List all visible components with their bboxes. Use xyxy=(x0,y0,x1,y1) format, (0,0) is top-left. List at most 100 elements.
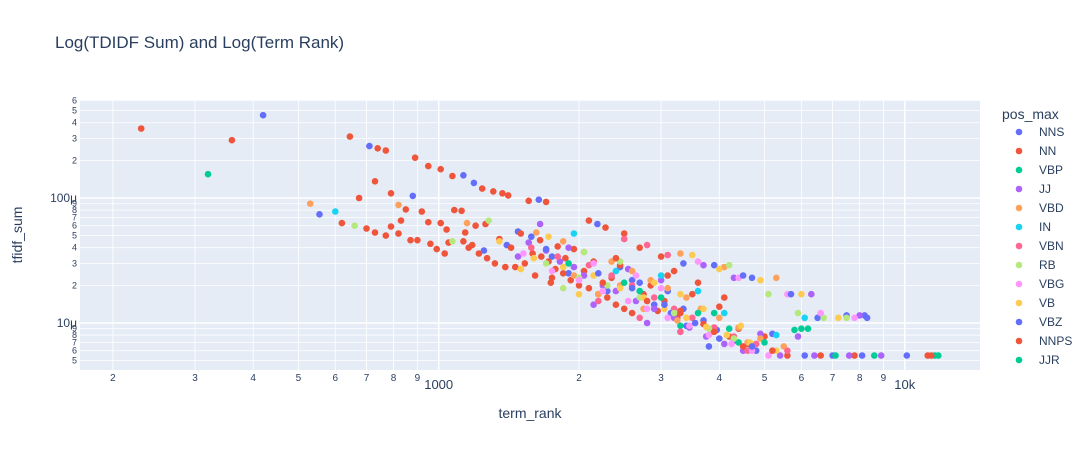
data-point-nn xyxy=(460,238,467,245)
data-point-in xyxy=(657,272,665,279)
data-point-nn xyxy=(567,276,574,284)
data-point-vbz xyxy=(863,314,871,322)
legend-label: VB xyxy=(1039,296,1055,310)
data-point-vb xyxy=(835,314,842,322)
y-tick-label: 6 xyxy=(72,346,77,356)
x-tick-label: 6 xyxy=(333,373,339,384)
legend-item-vbg[interactable]: VBG xyxy=(1015,277,1065,291)
data-point-vb xyxy=(530,254,538,262)
data-point-nn xyxy=(628,309,636,317)
data-point-vbn xyxy=(650,294,658,301)
data-point-rb xyxy=(449,238,456,245)
legend-item-nn[interactable]: NN xyxy=(1015,144,1057,158)
data-point-vbg xyxy=(851,314,858,322)
legend-label: IN xyxy=(1039,220,1051,234)
legend-item-vb[interactable]: VB xyxy=(1015,296,1055,310)
data-point-jjr xyxy=(565,260,572,267)
data-point-nns xyxy=(259,111,267,119)
data-point-nns xyxy=(594,220,601,228)
data-point-vbp xyxy=(798,325,805,333)
legend-item-vbp[interactable]: VBP xyxy=(1015,163,1063,177)
data-point-nns xyxy=(535,196,543,203)
x-tick-label: 7 xyxy=(830,373,836,384)
data-point-jj xyxy=(757,330,764,338)
data-point-nn xyxy=(425,162,432,170)
data-point-vbg xyxy=(590,260,597,267)
legend-item-jj[interactable]: JJ xyxy=(1015,182,1051,196)
y-tick-label: 7 xyxy=(72,337,77,347)
legend-item-nnps[interactable]: NNPS xyxy=(1015,334,1073,348)
legend-item-nns[interactable]: NNS xyxy=(1015,125,1065,139)
data-point-nns xyxy=(710,261,718,269)
data-point-vbp xyxy=(791,326,798,334)
data-point-vbn xyxy=(689,314,696,322)
data-point-nn xyxy=(433,245,441,253)
data-point-nn xyxy=(604,294,611,301)
data-point-nn xyxy=(575,282,583,289)
data-point-nnps xyxy=(769,347,776,355)
data-point-vb xyxy=(517,265,525,273)
y-tick-label: 4 xyxy=(72,118,77,128)
data-point-nn xyxy=(657,253,665,260)
legend-item-in[interactable]: IN xyxy=(1015,220,1051,234)
data-point-vb xyxy=(689,251,696,259)
legend-label: NN xyxy=(1039,144,1056,158)
x-tick-label: 3 xyxy=(658,373,664,384)
data-point-nn xyxy=(418,208,426,215)
data-point-vbz xyxy=(628,284,636,292)
legend-marker xyxy=(1015,318,1023,326)
y-tick-label: 3 xyxy=(72,258,77,268)
data-point-jjr xyxy=(725,325,733,333)
legend-item-vbn[interactable]: VBN xyxy=(1015,239,1064,253)
data-point-vbn xyxy=(664,251,671,259)
data-point-nn xyxy=(620,230,628,237)
data-point-jj xyxy=(514,253,522,260)
data-point-nns xyxy=(636,279,643,287)
data-point-rb xyxy=(765,290,772,298)
data-point-nn xyxy=(721,294,728,301)
data-point-nns xyxy=(903,352,911,359)
data-point-jj xyxy=(580,272,588,279)
legend[interactable]: pos_max NNS NN VBP JJ VBD IN VBN RB VBG VB VBZ NNPS… xyxy=(1002,106,1072,367)
legend-label: VBP xyxy=(1039,163,1063,177)
data-point-nn xyxy=(407,236,414,244)
data-point-jj xyxy=(700,261,707,269)
data-point-nns xyxy=(858,352,866,359)
y-tick-label: 6 xyxy=(72,96,77,106)
y-tick-label: 8 xyxy=(72,330,77,340)
chart-title: Log(TDIDF Sum) and Log(Term Rank) xyxy=(55,33,345,52)
y-tick-label: 9 xyxy=(72,324,77,334)
data-point-vb xyxy=(683,314,690,322)
data-point-in xyxy=(721,309,728,317)
legend-item-vbd[interactable]: VBD xyxy=(1015,201,1064,215)
data-point-jj xyxy=(776,352,784,359)
data-point-jj xyxy=(730,274,738,282)
data-point-vb xyxy=(716,265,723,273)
data-point-nn xyxy=(382,147,390,154)
data-point-nns xyxy=(801,352,808,359)
data-point-nn xyxy=(716,303,723,311)
data-point-vbz xyxy=(542,245,550,253)
data-point-jj xyxy=(650,305,658,313)
data-point-nn xyxy=(559,270,567,277)
data-point-jj xyxy=(657,276,665,284)
data-point-in xyxy=(570,230,578,237)
data-point-nn xyxy=(521,260,529,267)
data-point-vbn xyxy=(784,347,791,355)
legend-item-vbz[interactable]: VBZ xyxy=(1015,315,1063,329)
data-point-rb xyxy=(820,314,827,322)
data-point-rb xyxy=(725,261,733,269)
x-tick-label: 8 xyxy=(391,373,397,384)
y-tick-label: 8 xyxy=(72,205,77,215)
x-tick-label: 10k xyxy=(894,377,915,392)
data-point-vbz xyxy=(739,272,747,279)
data-point-nn xyxy=(475,250,483,257)
legend-item-jjr[interactable]: JJR xyxy=(1015,353,1060,367)
data-point-nns xyxy=(705,343,713,350)
legend-item-rb[interactable]: RB xyxy=(1015,258,1056,272)
y-tick-label: 7 xyxy=(72,212,77,222)
data-point-vb xyxy=(545,233,552,240)
data-point-nn xyxy=(472,222,479,229)
data-point-vb xyxy=(616,284,624,292)
